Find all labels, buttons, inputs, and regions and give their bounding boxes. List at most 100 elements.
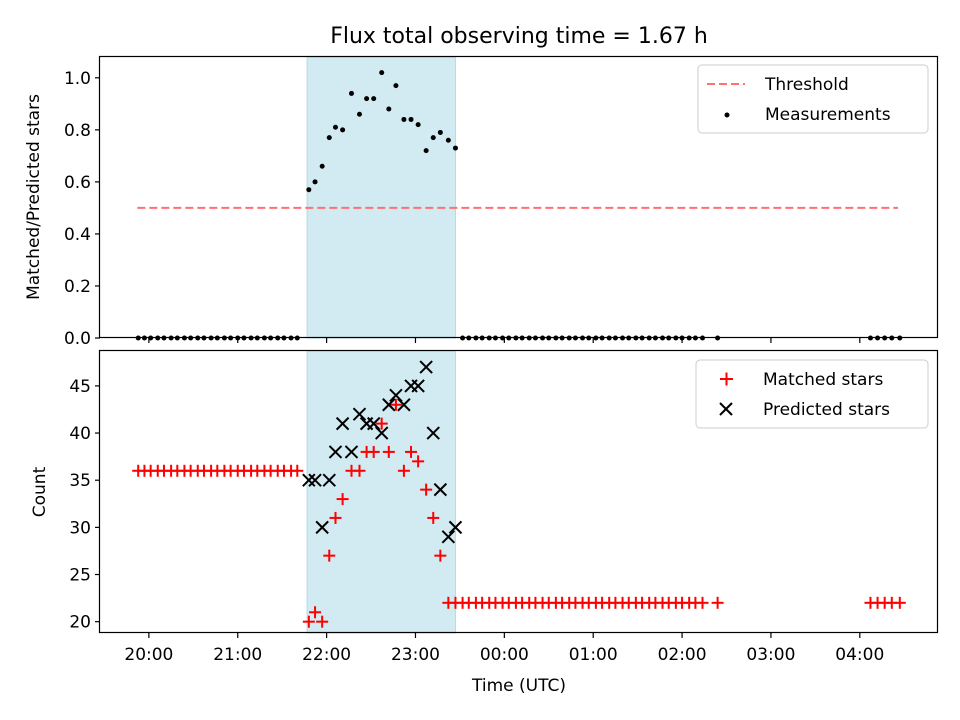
matched-star-point	[389, 398, 402, 411]
count-legend: Matched stars Predicted stars	[695, 359, 929, 429]
matched-star-point	[291, 464, 304, 477]
matched-star-point	[302, 615, 315, 628]
matched-stars-legend-label: Matched stars	[763, 370, 883, 390]
measurement-point	[445, 137, 451, 143]
y-tick-label: 0.8	[64, 121, 91, 141]
measurement-point	[371, 96, 377, 102]
predicted-star-point	[433, 482, 448, 497]
ratio-legend: Threshold Measurements	[697, 64, 929, 134]
predicted-star-point	[411, 379, 425, 393]
predicted-star-point	[344, 445, 359, 459]
x-tick-label: 21:00	[213, 645, 262, 665]
ratio-panel: 0.0 0.2 0.4 0.6 0.8 1.0 Matched/Predicted sta…	[24, 55, 939, 349]
ratio-legend-box	[697, 64, 929, 134]
predicted-star-point	[419, 360, 433, 374]
predicted-star-point	[382, 398, 396, 412]
predicted-stars-points	[302, 360, 463, 544]
observing-window-shade	[306, 56, 456, 339]
y-tick-label: 25	[69, 566, 91, 586]
predicted-star-point	[389, 388, 403, 403]
x-axis-label: Time (UTC)	[471, 676, 566, 696]
measurements-legend-label: Measurements	[765, 105, 891, 125]
y-tick-label: 40	[69, 424, 91, 444]
measurement-point	[340, 127, 346, 133]
matched-stars-legend-swatch	[720, 372, 733, 386]
measurement-point	[332, 124, 338, 130]
matched-stars-points	[132, 398, 906, 628]
matched-star-point	[353, 464, 366, 477]
x-tick-label: 22:00	[302, 645, 351, 665]
count-legend-box	[695, 359, 929, 429]
observing-window-shade-lower	[306, 350, 456, 634]
y-tick-label: 35	[69, 471, 91, 491]
measurement-point	[452, 145, 458, 151]
x-tick-label: 04:00	[835, 645, 884, 665]
matched-star-point	[309, 606, 322, 619]
x-tick-label: 02:00	[658, 645, 707, 665]
predicted-star-point	[374, 426, 389, 440]
predicted-star-point	[441, 530, 456, 544]
matched-star-point	[329, 511, 342, 524]
y-tick-label: 0.6	[64, 173, 91, 193]
y-tick-label: 45	[69, 377, 91, 397]
predicted-star-point	[448, 520, 463, 535]
measurement-point	[408, 116, 414, 122]
predicted-star-point	[352, 407, 367, 421]
matched-star-point	[316, 615, 329, 628]
matched-star-point	[412, 455, 425, 468]
measurement-point	[437, 129, 443, 135]
predicted-star-point	[366, 416, 381, 431]
predicted-star-point	[322, 473, 336, 487]
count-panel: 20 25 30 35 40 45 20:00 21:00 22:00 23:00 00:00 01…	[30, 349, 939, 696]
y-tick-label: 0.0	[64, 329, 91, 349]
ratio-y-axis-ticks: 0.0 0.2 0.4 0.6 0.8 1.0	[64, 69, 100, 349]
threshold-legend-label: Threshold	[764, 75, 849, 95]
matched-star-point	[323, 549, 336, 562]
matched-star-point	[711, 596, 724, 609]
measurement-point	[386, 106, 392, 112]
predicted-star-point	[397, 398, 411, 412]
y-tick-label: 1.0	[64, 69, 91, 89]
measurement-point	[306, 187, 312, 193]
x-tick-label: 23:00	[391, 645, 440, 665]
matched-star-point	[375, 417, 388, 430]
predicted-star-point	[302, 473, 316, 487]
measurement-point	[401, 116, 407, 122]
matched-star-point	[405, 445, 418, 458]
count-axes-frame	[98, 349, 939, 634]
count-x-axis-ticks: 20:00 21:00 22:00 23:00 00:00 01:00 02:00 03:00…	[124, 633, 884, 665]
count-y-axis-label: Count	[30, 466, 50, 517]
measurement-point	[379, 70, 385, 76]
matched-star-point	[893, 596, 906, 609]
chart-title: Flux total observing time = 1.67 h	[330, 24, 708, 49]
predicted-star-point	[335, 416, 350, 431]
measurement-point	[356, 111, 362, 117]
measurement-point	[312, 179, 318, 185]
matched-star-point	[434, 549, 447, 562]
measurement-point	[348, 90, 354, 96]
measurement-point	[319, 163, 325, 169]
shaded-span	[306, 56, 456, 339]
measurement-point	[415, 122, 421, 128]
y-tick-label: 0.4	[64, 225, 91, 245]
measurements-legend-swatch	[724, 112, 730, 118]
predicted-star-point	[426, 426, 440, 440]
predicted-star-point	[315, 520, 329, 535]
x-tick-label: 00:00	[480, 645, 529, 665]
y-tick-label: 20	[69, 613, 91, 633]
predicted-stars-legend-label: Predicted stars	[763, 400, 890, 420]
x-tick-label: 20:00	[124, 645, 173, 665]
matched-star-point	[427, 511, 440, 524]
matched-star-point	[336, 493, 349, 506]
matched-star-point	[696, 596, 709, 609]
x-tick-label: 03:00	[746, 645, 795, 665]
y-tick-label: 0.2	[64, 277, 91, 297]
matched-star-point	[397, 464, 410, 477]
matched-star-point	[382, 445, 395, 458]
measurement-point	[430, 135, 436, 141]
y-tick-label: 30	[69, 518, 91, 538]
ratio-axes-frame	[98, 55, 939, 339]
matched-star-point	[420, 483, 433, 496]
predicted-star-point	[328, 445, 343, 459]
